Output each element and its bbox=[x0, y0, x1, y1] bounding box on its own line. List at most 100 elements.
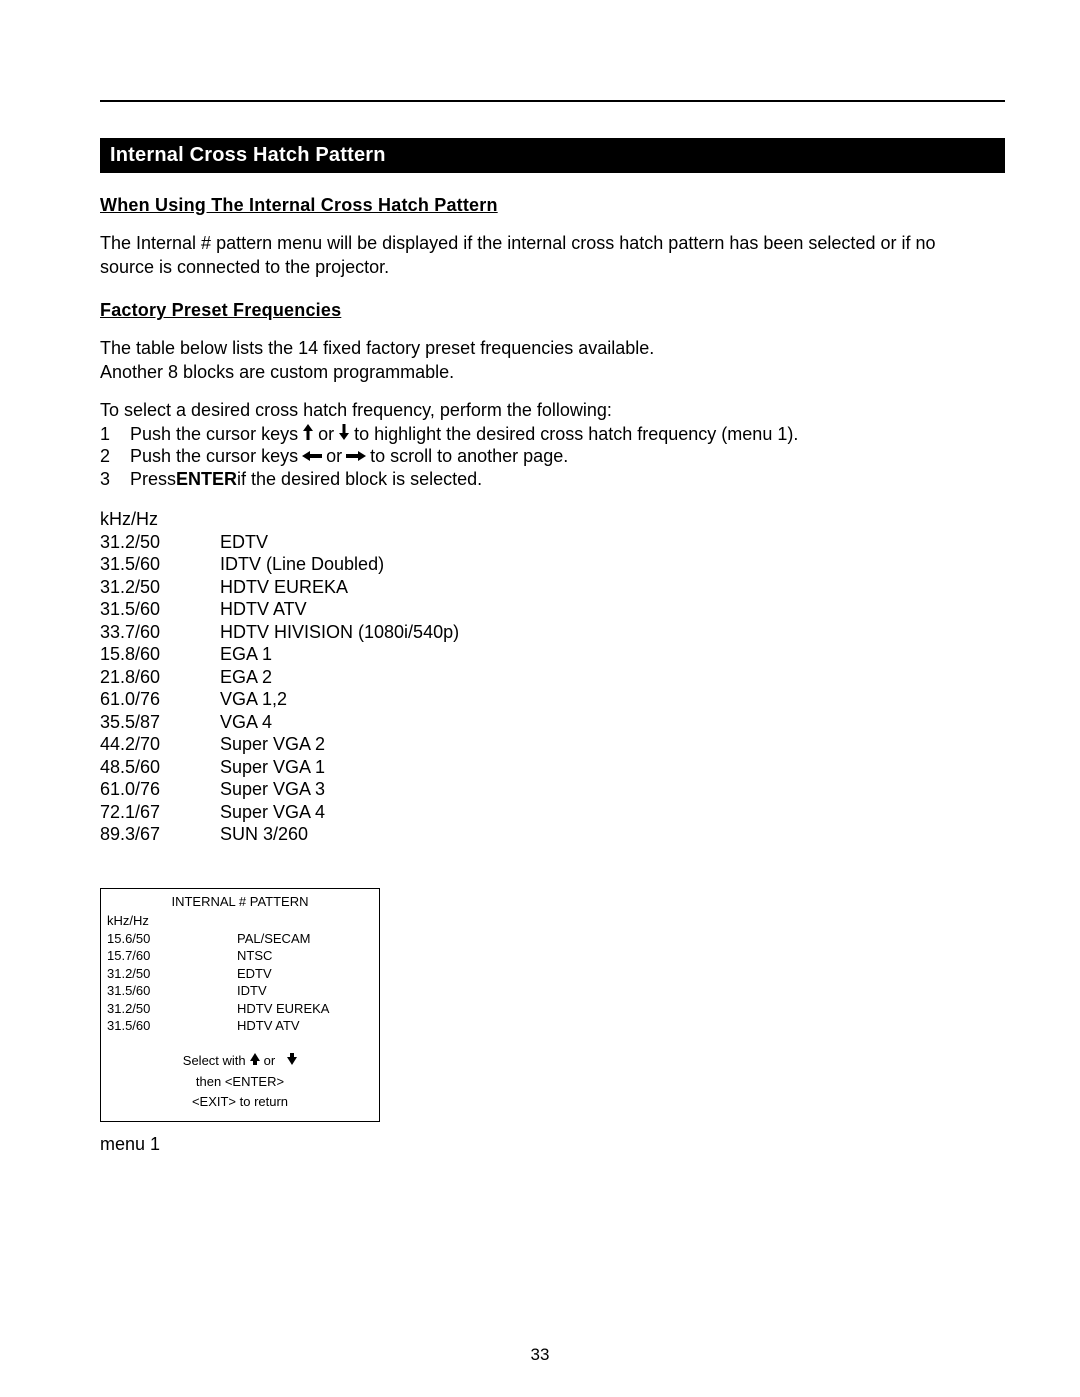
step-text: to scroll to another page. bbox=[370, 445, 568, 468]
menu-row: 15.6/50PAL/SECAM bbox=[107, 930, 373, 948]
menu-instr-line-3: <EXIT> to return bbox=[101, 1092, 379, 1113]
freq-name: VGA 4 bbox=[220, 711, 272, 734]
menu-freq: 31.5/60 bbox=[107, 982, 237, 1000]
section-title-bar: Internal Cross Hatch Pattern bbox=[100, 138, 1005, 173]
menu-caption: menu 1 bbox=[100, 1134, 1000, 1155]
freq-name: IDTV (Line Doubled) bbox=[220, 553, 384, 576]
menu-name: IDTV bbox=[237, 982, 267, 1000]
menu-instr-line-1: Select with or bbox=[101, 1051, 379, 1072]
freq-name: Super VGA 3 bbox=[220, 778, 325, 801]
step-1: 1 Push the cursor keys or to highlight t… bbox=[100, 423, 1000, 446]
freq-name: Super VGA 4 bbox=[220, 801, 325, 824]
freq-row: 48.5/60Super VGA 1 bbox=[100, 756, 1000, 779]
freq-header-row: kHz/Hz bbox=[100, 508, 1000, 531]
menu-instructions: Select with or then <ENTER> <EXIT> to re… bbox=[101, 1039, 379, 1113]
freq-name: SUN 3/260 bbox=[220, 823, 308, 846]
freq-value: 89.3/67 bbox=[100, 823, 220, 846]
freq-value: 33.7/60 bbox=[100, 621, 220, 644]
freq-name: EGA 2 bbox=[220, 666, 272, 689]
menu-name: HDTV ATV bbox=[237, 1017, 300, 1035]
freq-name: EDTV bbox=[220, 531, 268, 554]
freq-name: VGA 1,2 bbox=[220, 688, 287, 711]
freq-row: 31.5/60IDTV (Line Doubled) bbox=[100, 553, 1000, 576]
freq-name: Super VGA 1 bbox=[220, 756, 325, 779]
menu-instr-line-2: then <ENTER> bbox=[101, 1072, 379, 1093]
freq-value: 48.5/60 bbox=[100, 756, 220, 779]
freq-name: Super VGA 2 bbox=[220, 733, 325, 756]
step-text: to highlight the desired cross hatch fre… bbox=[354, 423, 798, 446]
enter-key-label: ENTER bbox=[176, 468, 237, 491]
freq-row: 21.8/60EGA 2 bbox=[100, 666, 1000, 689]
freq-row: 15.8/60EGA 1 bbox=[100, 643, 1000, 666]
menu-diagram: INTERNAL # PATTERN kHz/Hz 15.6/50PAL/SEC… bbox=[100, 888, 380, 1123]
freq-value: 15.8/60 bbox=[100, 643, 220, 666]
freq-row: 31.2/50HDTV EUREKA bbox=[100, 576, 1000, 599]
menu-name: NTSC bbox=[237, 947, 272, 965]
step-text: Press bbox=[130, 468, 176, 491]
freq-value: 35.5/87 bbox=[100, 711, 220, 734]
freq-value: 21.8/60 bbox=[100, 666, 220, 689]
para-line: Another 8 blocks are custom programmable… bbox=[100, 361, 1000, 384]
freq-name: EGA 1 bbox=[220, 643, 272, 666]
menu-freq: 31.2/50 bbox=[107, 1000, 237, 1018]
freq-value: 31.2/50 bbox=[100, 576, 220, 599]
menu-header: kHz/Hz bbox=[107, 912, 237, 930]
freq-row: 35.5/87VGA 4 bbox=[100, 711, 1000, 734]
menu-title: INTERNAL # PATTERN bbox=[101, 889, 379, 913]
menu-header-row: kHz/Hz bbox=[107, 912, 373, 930]
para-line: source is connected to the projector. bbox=[100, 256, 1000, 279]
menu-freq: 31.2/50 bbox=[107, 965, 237, 983]
freq-name: HDTV EUREKA bbox=[220, 576, 348, 599]
menu-freq: 15.7/60 bbox=[107, 947, 237, 965]
menu-row: 15.7/60NTSC bbox=[107, 947, 373, 965]
step-text: Push the cursor keys bbox=[130, 423, 298, 446]
top-rule bbox=[100, 100, 1005, 102]
freq-row: 61.0/76Super VGA 3 bbox=[100, 778, 1000, 801]
arrow-left-icon bbox=[302, 445, 322, 468]
page-number: 33 bbox=[0, 1345, 1080, 1365]
freq-value: 61.0/76 bbox=[100, 778, 220, 801]
menu-freq: 31.5/60 bbox=[107, 1017, 237, 1035]
menu-name: PAL/SECAM bbox=[237, 930, 310, 948]
freq-value: 31.2/50 bbox=[100, 531, 220, 554]
or-text: or bbox=[318, 423, 334, 446]
or-text: or bbox=[264, 1051, 276, 1072]
menu-row: 31.5/60HDTV ATV bbox=[107, 1017, 373, 1035]
step-text: Push the cursor keys bbox=[130, 445, 298, 468]
paragraph-1: The Internal # pattern menu will be disp… bbox=[100, 232, 1000, 278]
freq-row: 44.2/70Super VGA 2 bbox=[100, 733, 1000, 756]
freq-value: 31.5/60 bbox=[100, 553, 220, 576]
step-number: 1 bbox=[100, 423, 130, 446]
freq-name: HDTV ATV bbox=[220, 598, 307, 621]
freq-row: 61.0/76VGA 1,2 bbox=[100, 688, 1000, 711]
freq-value: 44.2/70 bbox=[100, 733, 220, 756]
step-2: 2 Push the cursor keys or to scroll to a… bbox=[100, 445, 1000, 468]
frequency-table: kHz/Hz 31.2/50EDTV31.5/60IDTV (Line Doub… bbox=[100, 508, 1000, 846]
subheading-2: Factory Preset Frequencies bbox=[100, 300, 1000, 321]
menu-row: 31.2/50HDTV EUREKA bbox=[107, 1000, 373, 1018]
step-text: if the desired block is selected. bbox=[237, 468, 482, 491]
step-number: 3 bbox=[100, 468, 130, 491]
freq-value: 72.1/67 bbox=[100, 801, 220, 824]
freq-value: 61.0/76 bbox=[100, 688, 220, 711]
arrow-right-icon bbox=[346, 445, 366, 468]
page-content: Internal Cross Hatch Pattern When Using … bbox=[0, 0, 1080, 1195]
steps-list: 1 Push the cursor keys or to highlight t… bbox=[100, 423, 1000, 491]
menu-row: 31.5/60IDTV bbox=[107, 982, 373, 1000]
freq-row: 72.1/67Super VGA 4 bbox=[100, 801, 1000, 824]
arrow-down-icon bbox=[338, 423, 350, 446]
para-line: The Internal # pattern menu will be disp… bbox=[100, 232, 1000, 255]
arrow-up-icon bbox=[250, 1051, 260, 1072]
freq-name: HDTV HIVISION (1080i/540p) bbox=[220, 621, 459, 644]
freq-row: 31.5/60HDTV ATV bbox=[100, 598, 1000, 621]
freq-row: 89.3/67SUN 3/260 bbox=[100, 823, 1000, 846]
para-line: The table below lists the 14 fixed facto… bbox=[100, 337, 1000, 360]
para-line: To select a desired cross hatch frequenc… bbox=[100, 399, 1000, 422]
paragraph-2: The table below lists the 14 fixed facto… bbox=[100, 337, 1000, 383]
subheading-1: When Using The Internal Cross Hatch Patt… bbox=[100, 195, 1000, 216]
freq-row: 33.7/60HDTV HIVISION (1080i/540p) bbox=[100, 621, 1000, 644]
menu-name: EDTV bbox=[237, 965, 272, 983]
menu-body: kHz/Hz 15.6/50PAL/SECAM15.7/60NTSC31.2/5… bbox=[101, 912, 379, 1039]
menu-row: 31.2/50EDTV bbox=[107, 965, 373, 983]
or-text: or bbox=[326, 445, 342, 468]
